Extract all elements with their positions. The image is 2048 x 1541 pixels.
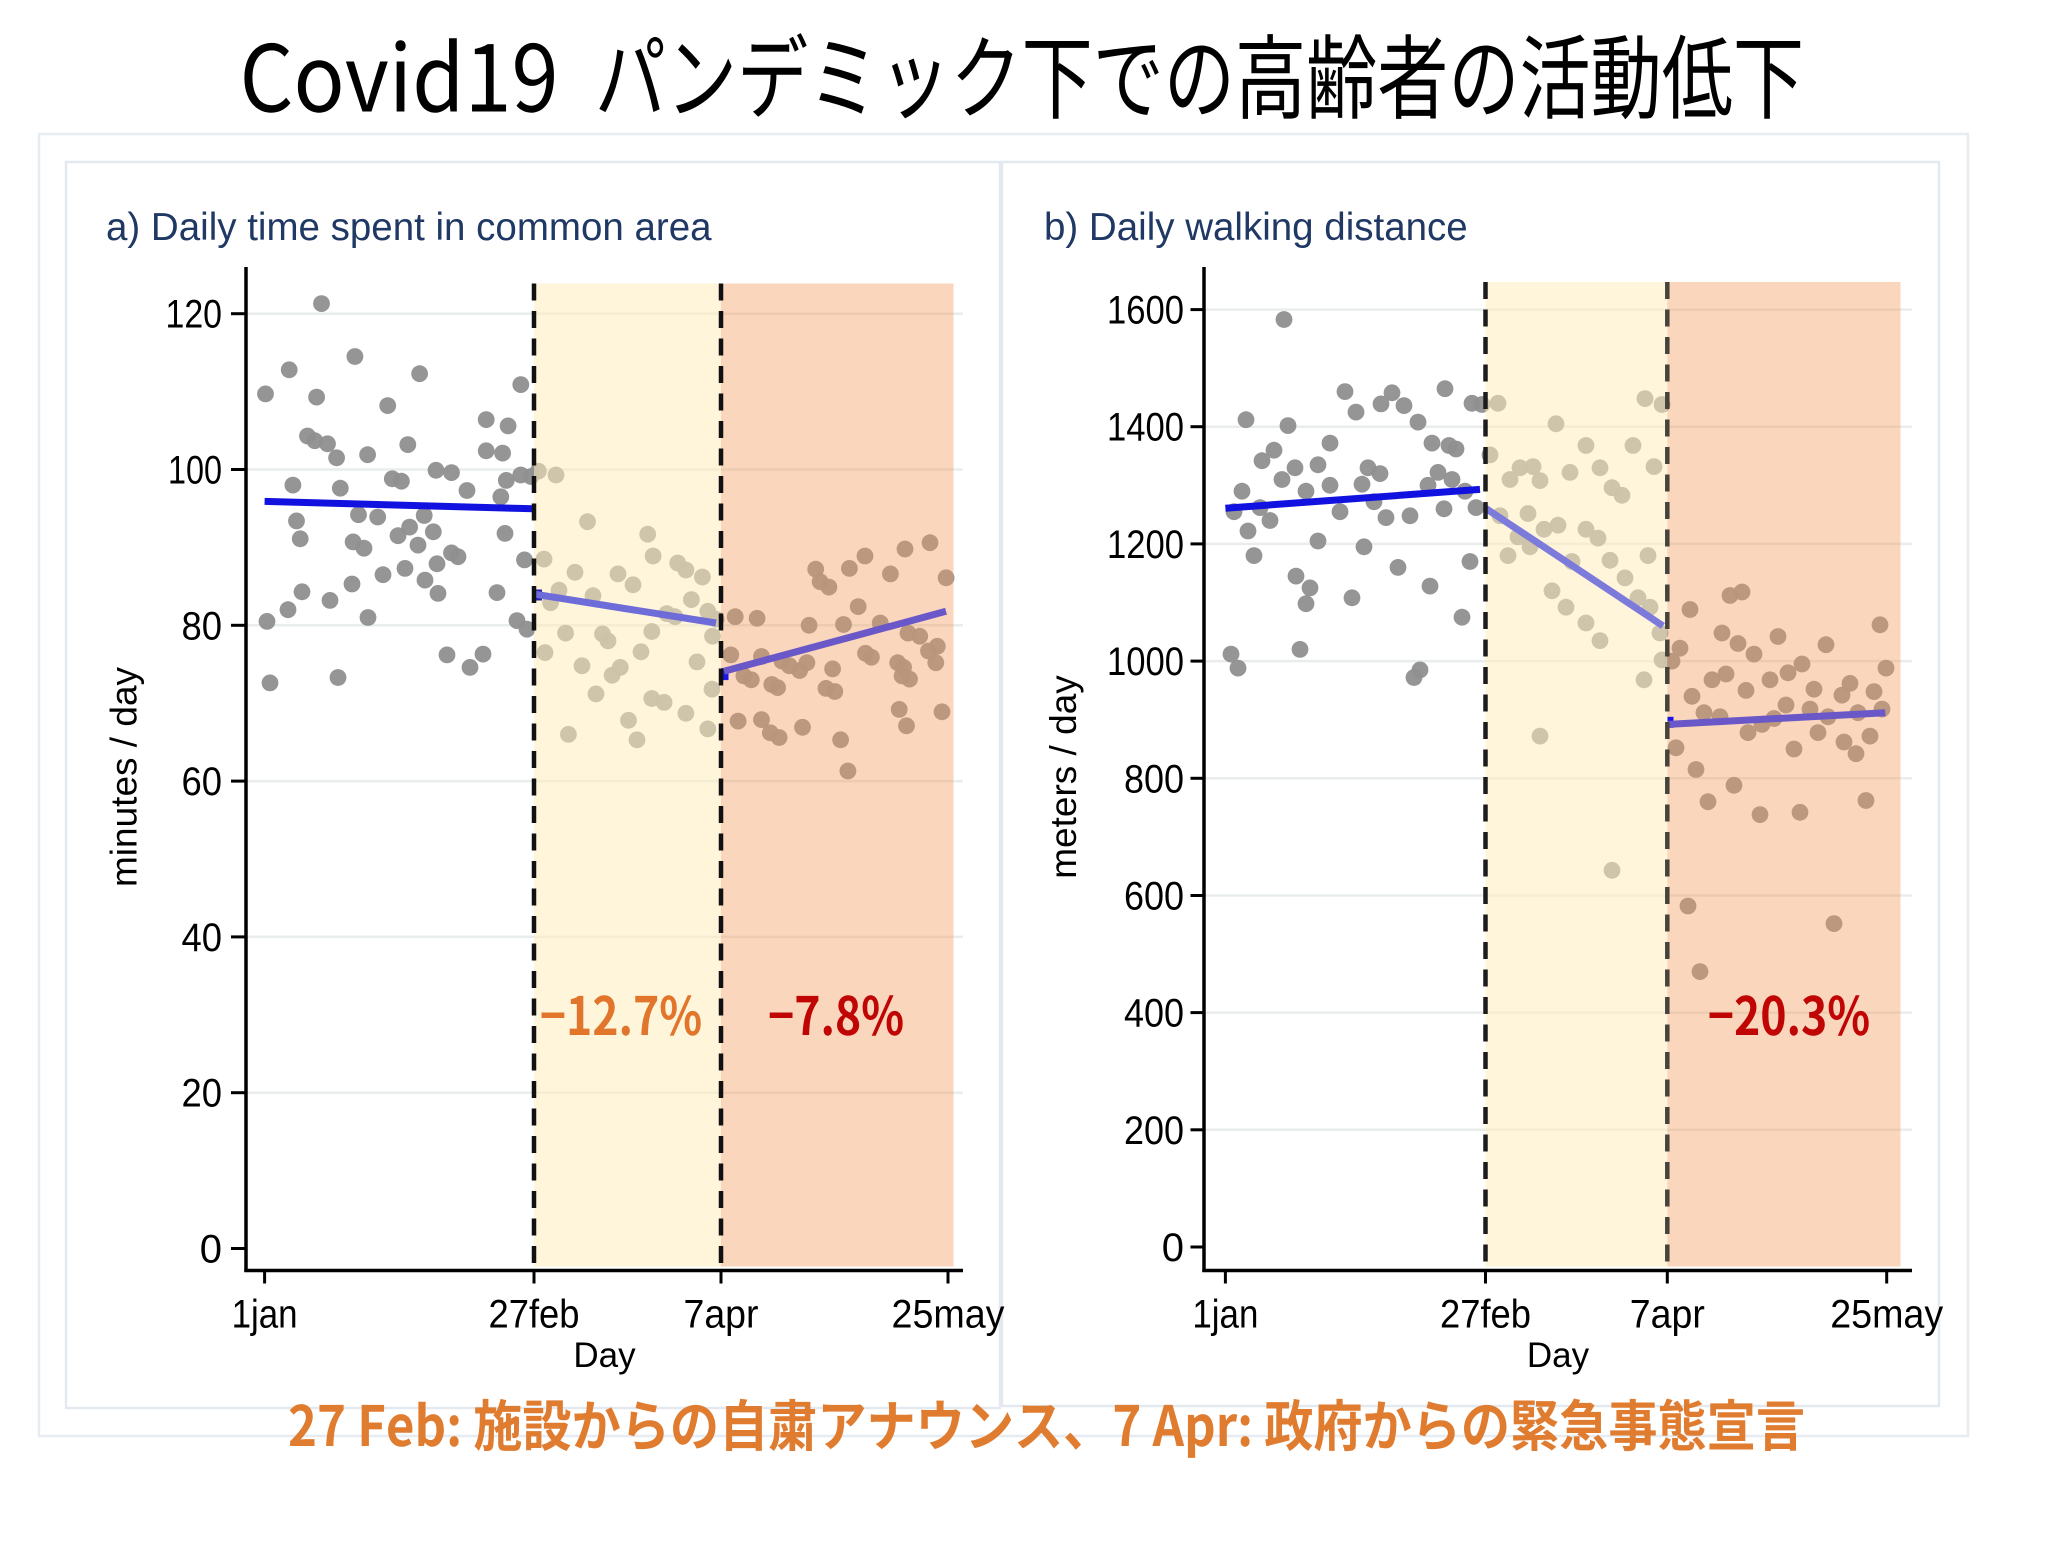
- svg-text:Day: Day: [1527, 1336, 1590, 1375]
- svg-text:1400: 1400: [1107, 406, 1184, 450]
- svg-text:0: 0: [1162, 1226, 1184, 1270]
- svg-text:80: 80: [182, 604, 223, 648]
- svg-text:60: 60: [182, 760, 223, 804]
- svg-text:27feb: 27feb: [489, 1293, 580, 1337]
- svg-text:Day: Day: [573, 1336, 636, 1375]
- svg-text:400: 400: [1124, 992, 1184, 1036]
- svg-text:40: 40: [182, 916, 223, 960]
- svg-text:100: 100: [168, 449, 222, 493]
- svg-text:20: 20: [182, 1072, 223, 1116]
- svg-text:600: 600: [1124, 875, 1184, 919]
- svg-text:meters / day: meters / day: [1043, 675, 1084, 879]
- svg-text:0: 0: [200, 1228, 222, 1272]
- svg-text:120: 120: [166, 293, 223, 337]
- svg-text:1jan: 1jan: [232, 1293, 298, 1337]
- svg-text:800: 800: [1124, 757, 1184, 801]
- svg-text:7apr: 7apr: [1630, 1293, 1705, 1337]
- svg-text:1000: 1000: [1107, 640, 1184, 684]
- svg-text:a) Daily time spent in common: a) Daily time spent in common area: [106, 206, 712, 249]
- svg-text:27feb: 27feb: [1440, 1293, 1531, 1337]
- svg-text:1600: 1600: [1107, 289, 1184, 333]
- svg-text:7apr: 7apr: [684, 1293, 759, 1337]
- svg-text:1jan: 1jan: [1192, 1293, 1258, 1337]
- svg-text:b) Daily walking distance: b) Daily walking distance: [1044, 206, 1468, 249]
- svg-text:minutes / day: minutes / day: [104, 666, 145, 887]
- svg-text:1200: 1200: [1107, 523, 1184, 567]
- svg-text:200: 200: [1124, 1109, 1184, 1153]
- svg-text:25may: 25may: [1830, 1293, 1943, 1337]
- svg-text:25may: 25may: [892, 1293, 1005, 1337]
